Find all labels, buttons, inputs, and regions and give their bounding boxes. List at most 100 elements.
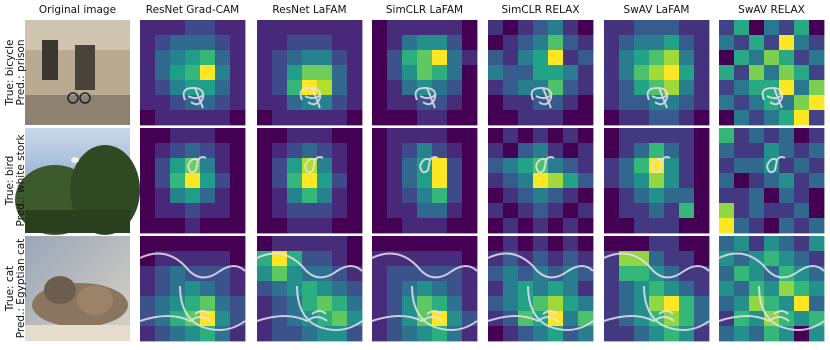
heatmap-cell [694, 128, 710, 144]
heatmap-cell [719, 35, 735, 51]
heatmap-cell [462, 65, 478, 81]
heatmap-cell [332, 128, 348, 144]
heatmap-cell [215, 311, 231, 327]
heatmap-cell [332, 281, 348, 297]
heatmap-cell [764, 218, 780, 234]
heatmap-cell [272, 95, 288, 111]
heatmap-cell [664, 158, 680, 174]
heatmap-cell [170, 110, 186, 126]
heatmap-cell [634, 65, 650, 81]
photo-prison [25, 20, 130, 125]
heatmap-cell [185, 50, 201, 66]
heatmap-cell [372, 173, 388, 189]
heatmap-cell [563, 251, 579, 267]
heatmap-cell [548, 281, 564, 297]
heatmap-cell [679, 281, 695, 297]
heatmap-cell [604, 326, 620, 342]
heatmap-cell [272, 311, 288, 327]
heatmap-cell [272, 236, 288, 252]
heatmap-cell [533, 296, 549, 312]
heatmap-cell [257, 128, 273, 144]
heatmap-cell [503, 266, 519, 282]
heatmap-cell [794, 65, 810, 81]
heatmap-cell [749, 188, 765, 204]
heatmap-cell [417, 173, 433, 189]
heatmap-cell [447, 35, 463, 51]
heatmap-cell [563, 281, 579, 297]
column-title: SwAV LaFAM [624, 4, 690, 16]
heatmap-cell [794, 218, 810, 234]
heatmap-cell [518, 65, 534, 81]
heatmap-cell [664, 236, 680, 252]
heatmap-cell [734, 65, 750, 81]
heatmap-cell [462, 326, 478, 342]
heatmap-cell [387, 80, 403, 96]
heatmap-cell [719, 326, 735, 342]
heatmap-cell [347, 296, 363, 312]
heatmap-cell [679, 35, 695, 51]
heatmap-cell [779, 50, 795, 66]
heatmap-cell [604, 281, 620, 297]
heatmap-cell [387, 110, 403, 126]
heatmap-cell [548, 188, 564, 204]
heatmap-cell [372, 95, 388, 111]
heatmap-cell [140, 218, 156, 234]
heatmap-cell [488, 80, 504, 96]
heatmap-cell [462, 188, 478, 204]
heatmap-cell [387, 143, 403, 159]
heatmap-cell [140, 158, 156, 174]
heatmap-cell [679, 158, 695, 174]
heatmap-cell [578, 266, 594, 282]
heatmap-cell [719, 203, 735, 219]
heatmap-cell [462, 143, 478, 159]
heatmap [257, 128, 363, 234]
heatmap-cell [317, 110, 333, 126]
heatmap-cell [604, 173, 620, 189]
heatmap-cell [619, 20, 635, 36]
heatmap-cell [488, 20, 504, 36]
heatmap-cell [317, 35, 333, 51]
heatmap-cell [809, 143, 825, 159]
heatmap-cell [302, 188, 318, 204]
heatmap-cell [809, 311, 825, 327]
heatmap-cell [604, 143, 620, 159]
heatmap-cell [200, 50, 216, 66]
heatmap-cell [533, 50, 549, 66]
heatmap-cell [302, 50, 318, 66]
heatmap-cell [518, 95, 534, 111]
heatmap-cell [734, 266, 750, 282]
heatmap-cell [719, 110, 735, 126]
heatmap-cell [272, 281, 288, 297]
object-outline [414, 86, 437, 109]
true-label: True: cat [4, 266, 16, 313]
heatmap-cell [215, 173, 231, 189]
heatmap-cell [548, 296, 564, 312]
heatmap-cell [287, 158, 303, 174]
heatmap-cell [417, 296, 433, 312]
heatmap-cell [155, 95, 171, 111]
heatmap-cell [185, 65, 201, 81]
heatmap-cell [518, 281, 534, 297]
heatmap-cell [578, 203, 594, 219]
heatmap-cell [302, 110, 318, 126]
heatmap [718, 236, 825, 342]
heatmap [256, 236, 363, 342]
heatmap-cell [634, 143, 650, 159]
heatmap-cell [215, 281, 231, 297]
heatmap-cell [809, 158, 825, 174]
heatmap-cell [619, 50, 635, 66]
heatmap-cell [140, 203, 156, 219]
heatmap-cell [170, 80, 186, 96]
heatmap-cell [257, 35, 273, 51]
heatmap-cell [347, 236, 363, 252]
heatmap-cell [417, 65, 433, 81]
heatmap-cell [533, 128, 549, 144]
heatmap-cell [749, 35, 765, 51]
heatmap-cell [503, 311, 519, 327]
heatmap-cell [347, 188, 363, 204]
heatmap-cell [372, 80, 388, 96]
heatmap-cell [140, 296, 156, 312]
heatmap-cell [432, 80, 448, 96]
heatmap [604, 20, 710, 126]
heatmap-cell [462, 218, 478, 234]
